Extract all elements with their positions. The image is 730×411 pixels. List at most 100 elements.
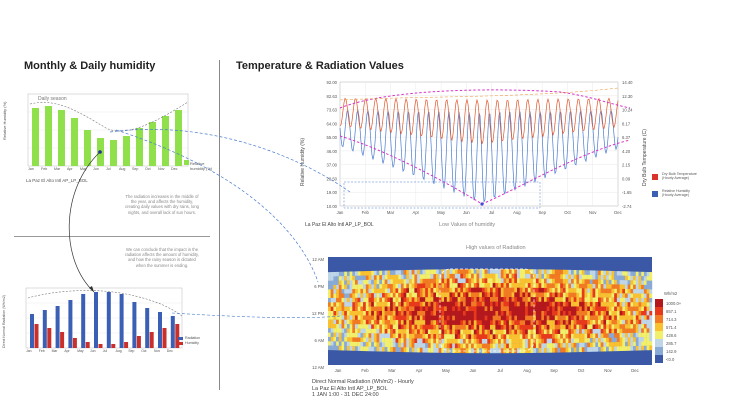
heatmap-cell	[341, 341, 345, 347]
heatmap-cell	[463, 269, 466, 274]
heatmap-cell	[492, 329, 496, 335]
heatmap-cell	[571, 283, 574, 289]
heatmap-cell	[571, 333, 574, 339]
low-humidity-annotation: Low Values of humidity	[439, 222, 496, 228]
heatmap-cell	[635, 311, 639, 316]
heatmap-cell	[568, 301, 572, 307]
heatmap-cell	[406, 347, 410, 353]
heatmap-cell	[344, 293, 348, 299]
heatmap-cell	[552, 301, 555, 307]
heatmap-cell	[481, 273, 485, 279]
heatmap-cell	[476, 278, 480, 284]
heatmap-cell	[533, 273, 537, 279]
heatmap-cell	[533, 338, 537, 344]
heatmap-cell	[376, 346, 380, 352]
legend-value: 714.3	[666, 317, 677, 322]
month-label: Oct	[141, 349, 147, 353]
heatmap-cell	[387, 297, 391, 303]
heatmap-cell	[562, 292, 566, 298]
heatmap-cell	[530, 269, 534, 275]
heatmap-cell	[638, 311, 642, 316]
heatmap-cell	[511, 329, 515, 335]
humidity-bar	[110, 140, 117, 166]
heatmap-cell	[622, 288, 626, 294]
heatmap-cell	[465, 334, 469, 340]
heatmap-cell	[649, 311, 653, 316]
heatmap-cell	[417, 324, 420, 330]
heatmap-cell	[444, 324, 447, 330]
time-tick: 12 AM	[312, 365, 324, 370]
heatmap-cell	[517, 338, 520, 344]
heatmap-cell	[427, 287, 431, 293]
heatmap-cell	[560, 292, 564, 298]
heatmap-cell	[473, 273, 477, 279]
heatmap-cell	[328, 311, 331, 316]
month-label: Apr	[67, 167, 73, 171]
heatmap-cell	[598, 319, 601, 325]
heatmap-cell	[490, 334, 493, 340]
heatmap-cell	[338, 306, 342, 312]
heatmap-cell	[587, 333, 591, 339]
heatmap-cell	[643, 276, 647, 281]
heatmap-cell	[460, 329, 464, 335]
heatmap-cell	[338, 319, 342, 325]
time-tick: 6 PM	[314, 284, 324, 289]
heatmap-cell	[598, 284, 601, 289]
heatmap-cell	[403, 333, 407, 339]
heatmap-cell	[417, 329, 420, 335]
heatmap-cell	[533, 343, 537, 349]
heatmap-cell	[500, 306, 504, 312]
heatmap-cell	[584, 338, 588, 343]
heatmap-cell	[419, 301, 423, 307]
heatmap-cell	[473, 283, 477, 288]
heatmap-cell	[355, 280, 358, 285]
heatmap-cell	[436, 283, 439, 289]
heatmap-cell	[395, 347, 399, 352]
heatmap-cell	[398, 270, 402, 275]
heatmap-cell	[506, 334, 510, 340]
heatmap-cell	[411, 342, 415, 348]
heatmap-cell	[579, 311, 582, 316]
heatmap-cell	[441, 311, 445, 316]
heatmap-cell	[465, 343, 469, 349]
heatmap-cell	[409, 283, 412, 289]
heatmap-cell	[460, 301, 464, 307]
heatmap-cell	[544, 278, 547, 284]
heatmap-cell	[622, 297, 626, 303]
heatmap-cell	[638, 328, 642, 334]
heatmap-cell	[417, 278, 420, 284]
heatmap-cell	[598, 311, 601, 316]
heatmap-cell	[368, 333, 372, 338]
heatmap-cell	[530, 306, 534, 312]
heatmap-cell	[344, 341, 348, 347]
legend-swatch	[655, 339, 663, 347]
heatmap-cell	[544, 347, 547, 353]
heatmap-cell	[390, 324, 393, 330]
heatmap-cell	[633, 315, 636, 320]
heatmap-cell	[330, 345, 334, 351]
month-label: Feb	[38, 349, 45, 353]
heatmap-cell	[490, 348, 493, 354]
heatmap-cell	[579, 270, 582, 275]
heatmap-cell	[560, 347, 564, 353]
heatmap-cell	[649, 289, 653, 294]
heatmap-cell	[600, 297, 604, 303]
heatmap-cell	[406, 279, 410, 284]
heatmap-cell	[508, 269, 512, 274]
heatmap-cell	[616, 337, 620, 343]
heatmap-cell	[506, 338, 510, 344]
heatmap-cell	[481, 269, 485, 274]
heatmap-cell	[460, 287, 464, 293]
heatmap-cell	[571, 329, 574, 335]
heatmap-cell	[409, 269, 412, 275]
heatmap-cell	[492, 292, 496, 298]
heatmap-cell	[409, 311, 412, 316]
heatmap-cell	[387, 306, 391, 312]
heatmap-cell	[352, 275, 356, 281]
heatmap-cell	[392, 274, 396, 280]
heatmap-cell	[463, 283, 466, 288]
heatmap-cell	[417, 288, 420, 293]
heatmap-cell	[441, 273, 445, 279]
heatmap-cell	[414, 292, 418, 298]
legend-swatch	[184, 160, 189, 165]
